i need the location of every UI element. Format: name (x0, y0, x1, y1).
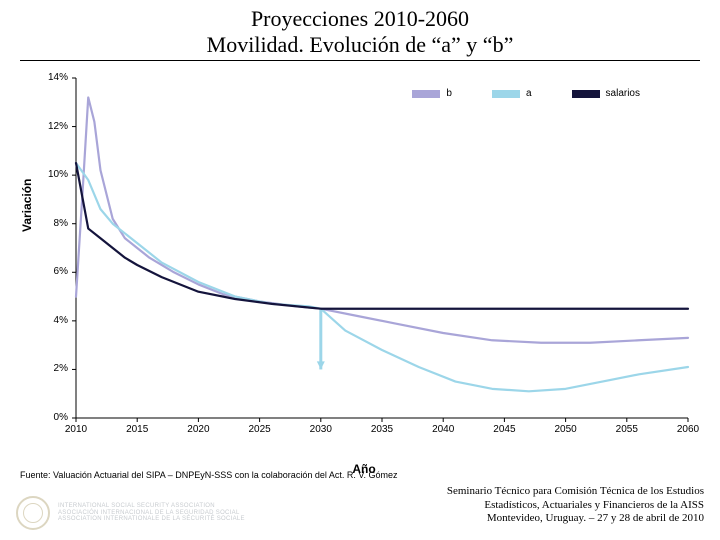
x-tick-label: 2030 (301, 424, 341, 435)
legend-item: a (492, 88, 532, 99)
legend-swatch (492, 90, 520, 98)
source-note: Fuente: Valuación Actuarial del SIPA – D… (20, 470, 398, 480)
x-tick-label: 2020 (178, 424, 218, 435)
x-tick-label: 2055 (607, 424, 647, 435)
footer-line-3: Montevideo, Uruguay. – 27 y 28 de abril … (447, 512, 704, 526)
legend-label: salarios (606, 88, 640, 99)
legend-item: salarios (572, 88, 640, 99)
legend: b a salarios (412, 88, 640, 99)
x-tick-label: 2050 (546, 424, 586, 435)
footer-line-2: Estadísticos, Actuariales y Financieros … (447, 499, 704, 513)
y-tick-label: 14% (42, 72, 68, 83)
x-tick-label: 2060 (668, 424, 708, 435)
slide: Proyecciones 2010-2060 Movilidad. Evoluc… (0, 0, 720, 540)
y-tick-label: 8% (42, 218, 68, 229)
legend-swatch (412, 90, 440, 98)
title-line-1: Proyecciones 2010-2060 (0, 6, 720, 32)
chart: Variación Año 0%2%4%6%8%10%12%14% 201020… (28, 72, 700, 464)
y-tick-label: 10% (42, 169, 68, 180)
y-axis-label: Variación (20, 179, 34, 232)
issa-logo-text: INTERNATIONAL SOCIAL SECURITY ASSOCIATIO… (58, 503, 245, 523)
title-rule (20, 60, 700, 61)
x-tick-label: 2015 (117, 424, 157, 435)
chart-canvas (28, 72, 700, 444)
x-tick-label: 2040 (423, 424, 463, 435)
y-tick-label: 6% (42, 266, 68, 277)
issa-logo-icon (16, 496, 50, 530)
y-tick-label: 12% (42, 121, 68, 132)
y-tick-label: 4% (42, 315, 68, 326)
x-tick-label: 2025 (240, 424, 280, 435)
title-line-2: Movilidad. Evolución de “a” y “b” (0, 32, 720, 58)
y-tick-label: 0% (42, 412, 68, 423)
legend-swatch (572, 90, 600, 98)
y-tick-label: 2% (42, 363, 68, 374)
title-block: Proyecciones 2010-2060 Movilidad. Evoluc… (0, 0, 720, 61)
legend-item: b (412, 88, 452, 99)
x-tick-label: 2045 (484, 424, 524, 435)
x-tick-label: 2010 (56, 424, 96, 435)
legend-label: a (526, 88, 532, 99)
legend-label: b (446, 88, 452, 99)
logo-area: INTERNATIONAL SOCIAL SECURITY ASSOCIATIO… (16, 496, 245, 530)
footer-line-1: Seminario Técnico para Comisión Técnica … (447, 485, 704, 499)
footer: Seminario Técnico para Comisión Técnica … (447, 485, 704, 526)
x-tick-label: 2035 (362, 424, 402, 435)
